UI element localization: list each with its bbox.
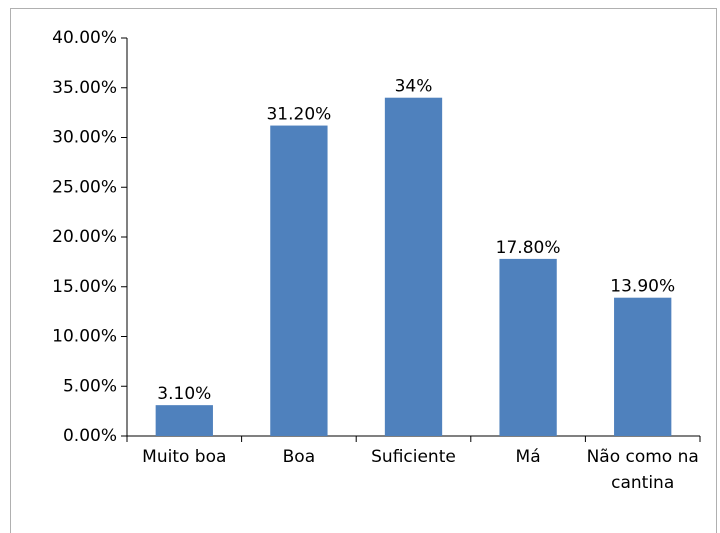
bar [384, 97, 443, 436]
y-tick-label: 35.00% [52, 78, 117, 98]
y-tick-label: 10.00% [52, 327, 117, 347]
x-tick-label: Boa [282, 447, 316, 467]
y-tick-label: 20.00% [52, 227, 117, 247]
y-tick-label: 15.00% [52, 277, 117, 297]
value-label: 34% [395, 77, 433, 97]
value-label: 17.80% [496, 238, 561, 258]
x-tick-label: Não como na cantina [586, 447, 699, 493]
bar [614, 297, 672, 436]
value-label: 3.10% [157, 384, 211, 404]
bar [499, 258, 557, 436]
value-label: 13.90% [610, 277, 675, 297]
y-tick-label: 5.00% [63, 376, 117, 396]
x-tick-label: Má [515, 447, 541, 467]
x-tick-label: Muito boa [142, 447, 227, 467]
value-label: 31.20% [266, 105, 331, 125]
y-tick-label: 40.00% [52, 28, 117, 48]
bar [155, 405, 213, 436]
bar [270, 125, 328, 436]
x-tick-label: Suficiente [371, 447, 456, 467]
y-tick-label: 0.00% [63, 426, 117, 446]
y-tick-label: 25.00% [52, 177, 117, 197]
chart-frame [10, 8, 717, 533]
y-tick-label: 30.00% [52, 128, 117, 148]
